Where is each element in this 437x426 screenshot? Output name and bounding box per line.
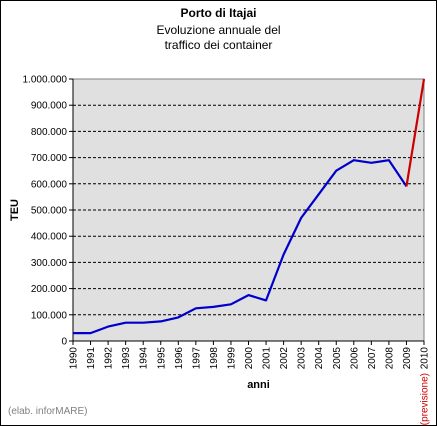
x-tick-label: 1990 — [69, 347, 80, 370]
chart-subtitle-line-2: traffico dei container — [164, 38, 273, 52]
y-tick-label: 400.000 — [31, 232, 68, 243]
y-tick-label: 700.000 — [31, 153, 68, 164]
series-line-actual — [73, 159, 408, 335]
y-tick-label: 1.000.000 — [23, 75, 68, 86]
x-tick-label: 2002 — [279, 347, 290, 370]
x-tick-label: 1991 — [86, 347, 97, 370]
x-axis-title: anni — [247, 379, 270, 391]
x-tick-label: 2000 — [244, 347, 255, 370]
x-tick-label: 2008 — [384, 347, 395, 370]
y-tick-label: 100.000 — [31, 310, 68, 321]
x-tick-label: 2001 — [262, 347, 273, 370]
x-tick-label: 1996 — [174, 347, 185, 370]
y-tick-label: 900.000 — [31, 101, 68, 112]
x-tick-label: 1995 — [156, 347, 167, 370]
source-credit: (elab. inforMARE) — [8, 406, 88, 417]
y-tick-label: 300.000 — [31, 258, 68, 269]
forecast-note: (previsione) — [420, 373, 431, 425]
x-tick-label: 2006 — [349, 347, 360, 370]
x-tick-label: 1998 — [209, 347, 220, 370]
x-tick-label: 2010 — [420, 347, 431, 370]
x-tick-label: 2004 — [314, 347, 325, 370]
x-tick-label: 1993 — [121, 347, 132, 370]
y-tick-label: 500.000 — [31, 206, 68, 217]
y-tick-label: 200.000 — [31, 284, 68, 295]
x-tick-label: 2005 — [332, 347, 343, 370]
chart-subtitle-line-1: Evoluzione annuale del — [156, 23, 281, 37]
x-tick-label: 2003 — [297, 347, 308, 370]
x-tick-label: 1999 — [226, 347, 237, 370]
x-tick-label: 2009 — [402, 347, 413, 370]
y-tick-label: 600.000 — [31, 179, 68, 190]
chart-title: Porto di Itajai — [180, 6, 257, 20]
y-tick-label: 0 — [61, 337, 67, 348]
series-line-forecast — [405, 78, 426, 187]
x-tick-label: 2007 — [367, 347, 378, 370]
y-tick-label: 800.000 — [31, 127, 68, 138]
x-tick-label: 1992 — [104, 347, 115, 370]
x-tick-label: 1994 — [139, 347, 150, 370]
x-tick-label: 1997 — [191, 347, 202, 370]
y-axis-title: TEU — [9, 199, 21, 221]
